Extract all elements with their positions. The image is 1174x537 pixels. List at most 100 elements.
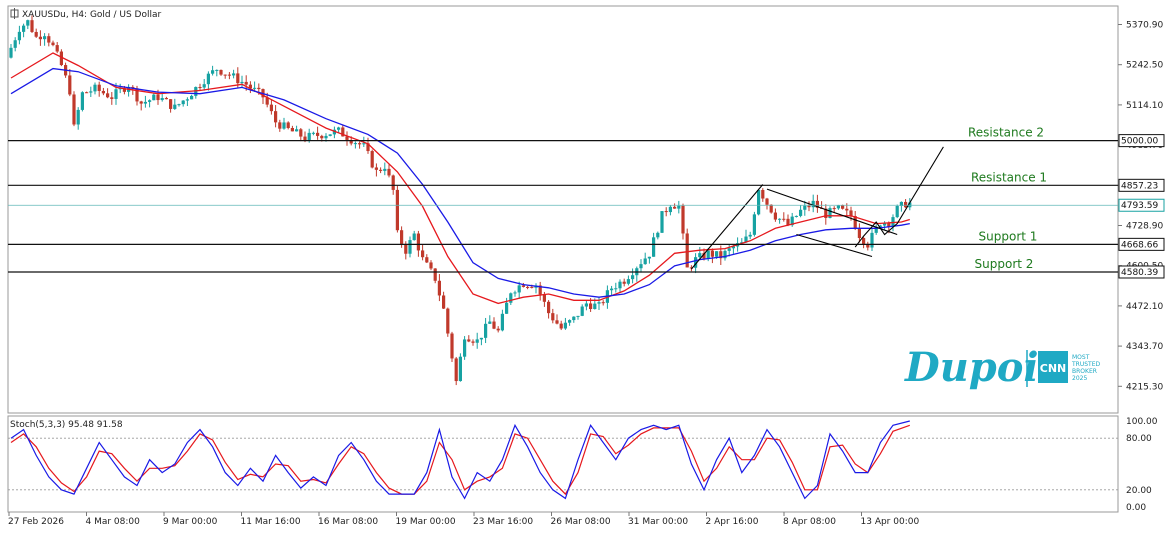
- candle-body: [328, 134, 332, 136]
- candle-body: [17, 31, 21, 41]
- candle-body: [870, 232, 874, 248]
- candle-body: [324, 135, 328, 139]
- candle-body: [164, 98, 168, 100]
- candle-body: [505, 302, 509, 314]
- candle-body: [156, 94, 160, 101]
- candle-body: [538, 285, 542, 295]
- candle-body: [72, 94, 76, 125]
- candle-body: [782, 218, 786, 220]
- candle-body: [395, 189, 399, 231]
- candle-body: [253, 87, 257, 89]
- candle-body: [790, 216, 794, 226]
- candle-body: [400, 230, 404, 244]
- candle-body: [303, 136, 307, 141]
- candle-body: [694, 257, 698, 268]
- trend-line: [796, 233, 873, 258]
- candle-body: [723, 250, 727, 259]
- candle-body: [647, 256, 651, 259]
- stoch-tick-label: 80.00: [1126, 434, 1152, 444]
- candle-body: [160, 98, 164, 101]
- candle-body: [379, 169, 383, 171]
- candle-body: [47, 36, 51, 43]
- candle-body: [883, 222, 887, 226]
- tagline-1: MOST: [1072, 354, 1090, 361]
- stoch-tick-label: 0.00: [1126, 503, 1146, 513]
- price-tick-label: 4472.10: [1126, 302, 1163, 312]
- candle-body: [748, 234, 752, 237]
- candle-body: [542, 294, 546, 302]
- candle-body: [471, 341, 475, 343]
- time-tick-label: 23 Mar 16:00: [473, 517, 533, 527]
- candle-body: [521, 285, 525, 287]
- candle-body: [22, 25, 26, 32]
- candle-body: [265, 97, 269, 105]
- candle-body: [85, 92, 89, 94]
- candle-body: [337, 127, 341, 130]
- candle-body: [568, 320, 572, 323]
- candle-body: [631, 275, 635, 280]
- candle-body: [76, 109, 80, 125]
- candle-body: [656, 232, 660, 238]
- time-tick-label: 2 Apr 16:00: [706, 517, 759, 527]
- candle-body: [824, 208, 828, 218]
- candle-body: [442, 295, 446, 309]
- level-price-text: 4668.66: [1121, 240, 1158, 250]
- candle-body: [610, 288, 614, 291]
- time-tick-label: 19 Mar 00:00: [396, 517, 456, 527]
- moving-average-line: [10, 52, 910, 305]
- candle-body: [278, 122, 282, 129]
- trend-line: [690, 184, 764, 270]
- time-tick-label: 9 Mar 00:00: [163, 517, 218, 527]
- candle-body: [475, 339, 479, 343]
- candle-body: [349, 139, 353, 144]
- candle-body: [513, 292, 517, 294]
- candle-body: [488, 321, 492, 324]
- stoch-label: Stoch(5,3,3) 95.48 91.58: [10, 420, 123, 430]
- candle-body: [80, 92, 84, 110]
- candle-body: [626, 279, 630, 284]
- candle-body: [551, 313, 555, 321]
- candle-body: [450, 333, 454, 359]
- candle-body: [316, 132, 320, 136]
- candle-body: [547, 301, 551, 314]
- candle-body: [584, 303, 588, 307]
- candle-body: [492, 321, 496, 329]
- candle-body: [727, 248, 731, 251]
- current-price-tag: [1118, 198, 1165, 212]
- candle-body: [841, 205, 845, 209]
- stoch-signal-line: [10, 424, 911, 496]
- candle-body: [139, 101, 143, 104]
- candle-body: [51, 42, 55, 46]
- current-price-text: 4793.59: [1121, 201, 1158, 211]
- candle-body: [286, 122, 290, 129]
- candle-body: [710, 250, 714, 257]
- candle-body: [799, 209, 803, 216]
- candle-body: [731, 246, 735, 249]
- candle-body: [517, 285, 521, 293]
- time-tick-label: 11 Mar 16:00: [241, 517, 301, 527]
- candle-body: [454, 358, 458, 382]
- candle-body: [446, 308, 450, 334]
- level-name: Resistance 2: [968, 126, 1044, 140]
- candle-body: [269, 104, 273, 112]
- candle-body: [370, 151, 374, 168]
- candle-body: [106, 93, 110, 98]
- time-tick-label: 16 Mar 08:00: [318, 517, 378, 527]
- candle-body: [404, 243, 408, 254]
- candle-body: [206, 73, 210, 85]
- candle-body: [765, 198, 769, 205]
- candle-body: [597, 302, 601, 304]
- candle-body: [673, 206, 677, 209]
- candle-body: [215, 69, 219, 71]
- candle-body: [555, 320, 559, 324]
- time-tick-label: 26 Mar 08:00: [551, 517, 611, 527]
- candle-body: [101, 90, 105, 94]
- candle-body: [904, 201, 908, 208]
- candle-body: [219, 69, 223, 75]
- candle-body: [89, 91, 93, 93]
- candle-body: [299, 129, 303, 137]
- candle-body: [257, 87, 261, 90]
- candle-body: [408, 240, 412, 254]
- candle-body: [509, 293, 513, 303]
